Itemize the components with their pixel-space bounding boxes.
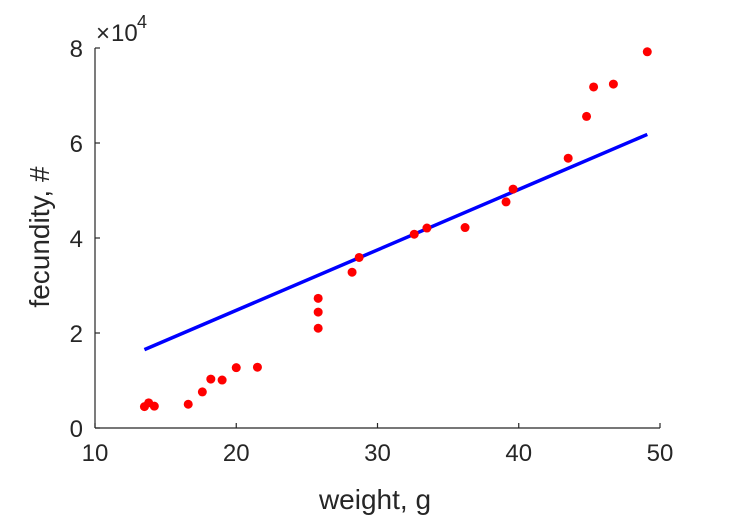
data-point bbox=[313, 323, 323, 333]
x-tick-label-50: 50 bbox=[647, 440, 674, 467]
fit-line-layer bbox=[143, 132, 648, 352]
x-tick-label-10: 10 bbox=[82, 440, 109, 467]
data-point bbox=[197, 387, 207, 397]
data-point bbox=[206, 374, 216, 384]
data-point bbox=[501, 197, 511, 207]
data-point bbox=[422, 223, 432, 233]
axes bbox=[94, 48, 660, 429]
y-axis-multiplier-base: 10 bbox=[111, 20, 138, 47]
x-tick-label-20: 20 bbox=[223, 440, 250, 467]
data-point bbox=[589, 82, 599, 92]
y-tick-label-2: 2 bbox=[70, 321, 83, 348]
data-point bbox=[354, 252, 364, 262]
y-tick-label-4: 4 bbox=[70, 226, 83, 253]
x-tick-label-30: 30 bbox=[364, 440, 391, 467]
data-point bbox=[608, 79, 618, 89]
y-tick-label-8: 8 bbox=[70, 36, 83, 63]
data-point bbox=[460, 223, 470, 233]
data-point bbox=[642, 47, 652, 57]
y-axis-multiplier-exponent: 4 bbox=[137, 12, 147, 32]
x-tick-label-40: 40 bbox=[505, 440, 532, 467]
data-point bbox=[231, 363, 241, 373]
data-point bbox=[347, 267, 357, 277]
y-tick-label-6: 6 bbox=[70, 131, 83, 158]
data-point bbox=[563, 153, 573, 163]
y-tick-label-0: 0 bbox=[70, 416, 83, 443]
x-axis-title: weight, g bbox=[318, 484, 431, 515]
data-point bbox=[508, 184, 518, 194]
data-point bbox=[217, 375, 227, 385]
data-point bbox=[582, 111, 592, 121]
data-points-layer bbox=[139, 47, 652, 412]
y-axis-multiplier-times: × bbox=[96, 20, 110, 47]
data-point bbox=[149, 401, 159, 411]
data-point bbox=[183, 399, 193, 409]
ticks: 10 20 30 40 50 0 2 4 6 8 bbox=[70, 36, 674, 467]
y-axis-title: fecundity, # bbox=[24, 166, 55, 308]
data-point bbox=[409, 229, 419, 239]
data-point bbox=[313, 293, 323, 303]
data-point bbox=[252, 362, 262, 372]
data-point bbox=[313, 307, 323, 317]
fit-line bbox=[143, 132, 648, 352]
